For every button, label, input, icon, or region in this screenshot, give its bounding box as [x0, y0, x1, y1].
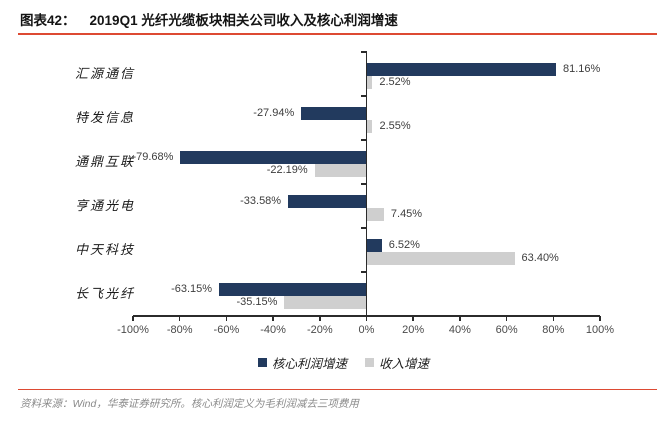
figure-title: 2019Q1 光纤光缆板块相关公司收入及核心利润增速 [89, 13, 398, 28]
bar-revenue-growth [366, 120, 373, 133]
bar-value-label: -35.15% [236, 296, 278, 308]
y-axis-tick [361, 51, 367, 53]
bar-value-label: -79.68% [132, 151, 174, 163]
legend-item-core-profit-growth: 核心利润增速 [257, 353, 347, 372]
x-axis-tick-label: -60% [213, 324, 240, 336]
bar-core-profit-growth [288, 195, 367, 208]
x-axis-tick [552, 316, 555, 321]
bar-value-label: 2.55% [379, 120, 411, 132]
category-label: 通鼎互联 [74, 154, 135, 169]
category-label: 亨通光电 [74, 198, 135, 213]
x-axis-tick [505, 316, 508, 321]
legend-swatch-navy [257, 358, 267, 367]
x-axis-tick [225, 316, 228, 321]
legend-swatch-gray [365, 358, 374, 367]
bar-value-label: 81.16% [563, 63, 601, 75]
category-label: 特发信息 [74, 110, 135, 125]
bar-revenue-growth [366, 76, 373, 89]
bar-value-label: 2.52% [379, 76, 411, 88]
y-axis-tick [361, 227, 367, 229]
x-axis-tick-label: 100% [585, 324, 615, 336]
bar-value-label: -63.15% [171, 283, 213, 295]
footer-divider-line [18, 389, 657, 390]
bar-value-label: 7.45% [390, 208, 423, 220]
legend-label: 核心利润增速 [271, 357, 347, 371]
bar-core-profit-growth [219, 283, 367, 296]
source-note: 资料来源：Wind，华泰证券研究所。核心利润定义为毛利润减去三项费用 [20, 398, 359, 410]
x-axis-tick-label: 60% [495, 324, 518, 336]
bar-value-label: -27.94% [253, 107, 295, 119]
bar-core-profit-growth [180, 151, 367, 164]
x-axis-tick-label: 40% [448, 324, 471, 336]
y-axis-tick [361, 95, 367, 97]
x-axis-tick [319, 316, 321, 321]
x-axis-tick-label: 20% [402, 324, 425, 336]
y-axis-tick [361, 183, 367, 185]
x-axis-tick [132, 316, 134, 321]
bar-revenue-growth [284, 296, 367, 309]
x-axis-tick-label: -20% [306, 324, 333, 336]
bar-core-profit-growth [301, 107, 367, 120]
bar-core-profit-growth [366, 239, 382, 252]
figure-number-label: 图表42： [20, 13, 76, 28]
figure-header: 图表42： 2019Q1 光纤光缆板块相关公司收入及核心利润增速 [20, 9, 398, 29]
x-axis-tick [272, 316, 274, 321]
bar-value-label: 6.52% [388, 239, 420, 251]
x-axis-tick-label: 80% [542, 324, 565, 336]
bar-value-label: -33.58% [240, 195, 282, 207]
title-divider-line [18, 33, 657, 35]
bar-revenue-growth [314, 164, 367, 177]
bar-revenue-growth [366, 208, 384, 221]
category-label: 汇源通信 [74, 66, 135, 81]
x-axis-tick-label: -40% [260, 324, 286, 336]
chart-legend: 核心利润增速 收入增速 [110, 353, 577, 372]
x-axis-tick [178, 316, 181, 321]
legend-item-revenue-growth: 收入增速 [365, 353, 429, 372]
x-axis-tick [459, 316, 461, 321]
category-label: 长飞光纤 [74, 286, 135, 301]
x-axis-tick-label: 0% [358, 324, 375, 336]
bar-core-profit-growth [366, 63, 556, 76]
y-axis-tick [361, 139, 367, 141]
bar-value-label: 63.40% [521, 252, 559, 264]
y-axis-line [365, 52, 368, 316]
x-axis-tick [599, 316, 601, 321]
x-axis-tick-label: -80% [166, 324, 193, 336]
category-label: 中天科技 [74, 242, 135, 257]
x-axis-tick-label: -100% [117, 324, 149, 336]
bar-revenue-growth [366, 252, 515, 265]
x-axis-tick [412, 316, 414, 321]
bar-value-label: -22.19% [266, 164, 308, 176]
y-axis-tick [361, 271, 367, 273]
legend-label: 收入增速 [379, 357, 430, 371]
x-axis-tick [365, 316, 368, 321]
